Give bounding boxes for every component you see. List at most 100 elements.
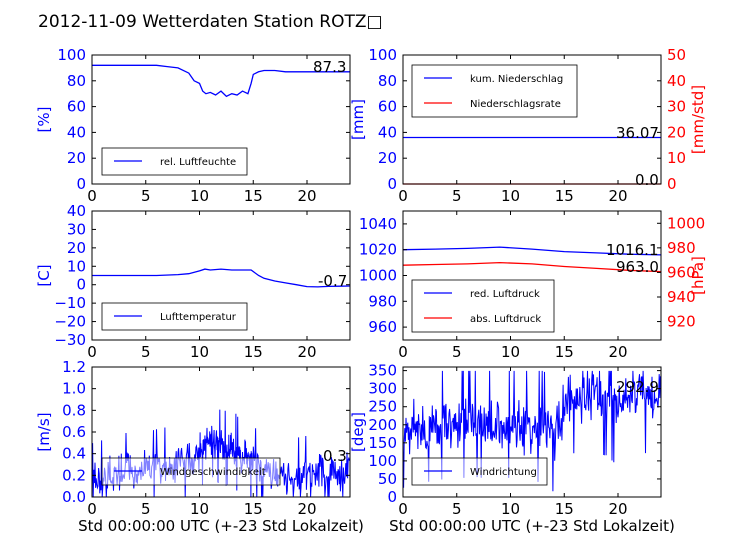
legend-label: kum. Niederschlag [470,74,563,85]
y-tick-label: 0 [387,175,397,193]
y-right-tick-label: 20 [667,123,686,141]
series-line-1 [92,64,350,98]
y-tick-label: 20 [378,149,397,167]
x-axis-label: Std 00:00:00 UTC (+-23 Std Lokalzeit) [389,517,675,535]
y-tick-label: 100 [368,46,397,64]
x-tick-label: 0 [87,187,97,205]
legend-label: Windrichtung [470,467,537,478]
x-tick-label: 10 [190,500,209,518]
y-tick-label: 0.8 [62,401,86,419]
legend-label: rel. Luftfeuchte [160,157,236,168]
y-tick-label: 80 [67,72,86,90]
y-tick-label: 150 [368,434,397,452]
y-tick-label: 0 [387,488,397,506]
x-tick-label: 20 [297,343,316,361]
y-right-tick-label: 960 [667,263,696,281]
y-tick-label: 20 [67,149,86,167]
x-tick-label: 15 [555,500,574,518]
x-tick-label: 10 [501,343,520,361]
y-tick-label: 1000 [359,267,397,285]
y-tick-label: 1040 [359,215,397,233]
y-right-tick-label: 1000 [667,214,705,232]
x-tick-label: 15 [244,343,263,361]
x-tick-label: 5 [452,343,462,361]
y-tick-label: 40 [67,202,86,220]
y-right-tick-label: 920 [667,313,696,331]
y-tick-label: 30 [67,220,86,238]
y-right-tick-label: 40 [667,72,686,90]
y-right-tick-label: 10 [667,149,686,167]
x-tick-label: 0 [87,343,97,361]
y-tick-label: 0 [76,175,86,193]
y-tick-label: 40 [67,123,86,141]
x-tick-label: 0 [398,343,408,361]
x-tick-label: 10 [190,343,209,361]
y-right-axis-label: [hPa] [689,256,707,295]
series-line-1 [92,268,351,288]
y-tick-label: 50 [378,470,397,488]
series-line-1 [402,370,661,492]
value-annotation: 1016.1 [606,241,659,259]
y-tick-label: 1.0 [62,380,86,398]
x-tick-label: 20 [608,500,627,518]
x-tick-label: 0 [398,500,408,518]
value-annotation: 963.0 [616,258,659,276]
y-tick-label: 200 [368,416,397,434]
y-tick-label: −20 [54,313,86,331]
plot-frame [402,54,662,185]
y-tick-label: 40 [378,123,397,141]
x-tick-label: 20 [297,500,316,518]
y-tick-label: 0.0 [62,488,86,506]
x-tick-label: 0 [398,187,408,205]
y-tick-label: 0.2 [62,466,86,484]
y-tick-label: 300 [368,380,397,398]
x-tick-label: 20 [608,343,627,361]
y-right-tick-label: 30 [667,98,686,116]
y-tick-label: 100 [368,452,397,470]
y-tick-label: 960 [368,318,397,336]
legend-box [411,279,555,333]
y-tick-label: 350 [368,362,397,380]
x-tick-label: 5 [141,343,151,361]
y-axis-label: [C] [35,264,53,286]
y-right-tick-label: 980 [667,239,696,257]
x-tick-label: 5 [141,187,151,205]
y-tick-label: 1020 [359,241,397,259]
x-tick-label: 15 [555,343,574,361]
panel-5: 0 5 10 15 20 0.0 0.2 0.4 0.6 0.8 1.0 1.2 [m/s] Std 00… [35,358,364,535]
x-tick-label: 0 [87,500,97,518]
y-axis-label: [%] [35,107,53,133]
y-tick-label: 0.6 [62,423,86,441]
legend-label: Windgeschwindigkeit [160,467,266,478]
plot-frame [91,210,351,341]
y-tick-label: 10 [67,257,86,275]
value-annotation: 292.9 [616,378,659,396]
x-tick-label: 10 [190,187,209,205]
x-tick-label: 15 [244,187,263,205]
legend-label: abs. Luftdruck [470,314,541,325]
value-annotation: 0.0 [635,171,659,189]
value-annotation: 87.3 [313,58,346,76]
x-tick-label: 15 [555,187,574,205]
x-tick-label: 20 [608,187,627,205]
x-tick-label: 10 [501,187,520,205]
y-tick-label: 60 [378,98,397,116]
y-tick-label: 250 [368,398,397,416]
legend-box [411,64,578,118]
plot-frame [91,54,351,185]
value-annotation: 36.07 [616,124,659,142]
y-tick-label: 20 [67,239,86,257]
legend-label: Niederschlagsrate [470,99,561,110]
series-line-2 [402,261,662,273]
y-right-tick-label: 50 [667,46,686,64]
y-tick-label: −30 [54,331,86,349]
x-tick-label: 20 [297,187,316,205]
legend-label: Lufttemperatur [160,312,237,323]
value-annotation: -0.7 [318,272,347,290]
panel-1: 0 5 10 15 20 0 20 40 60 80 100 [%] rel. Luftfeuchte 8… [35,46,351,205]
y-tick-label: 0 [76,276,86,294]
x-tick-label: 5 [452,500,462,518]
chart-title: 2012-11-09 Wetterdaten Station ROTZ□ [38,12,383,32]
y-right-tick-label: 940 [667,288,696,306]
